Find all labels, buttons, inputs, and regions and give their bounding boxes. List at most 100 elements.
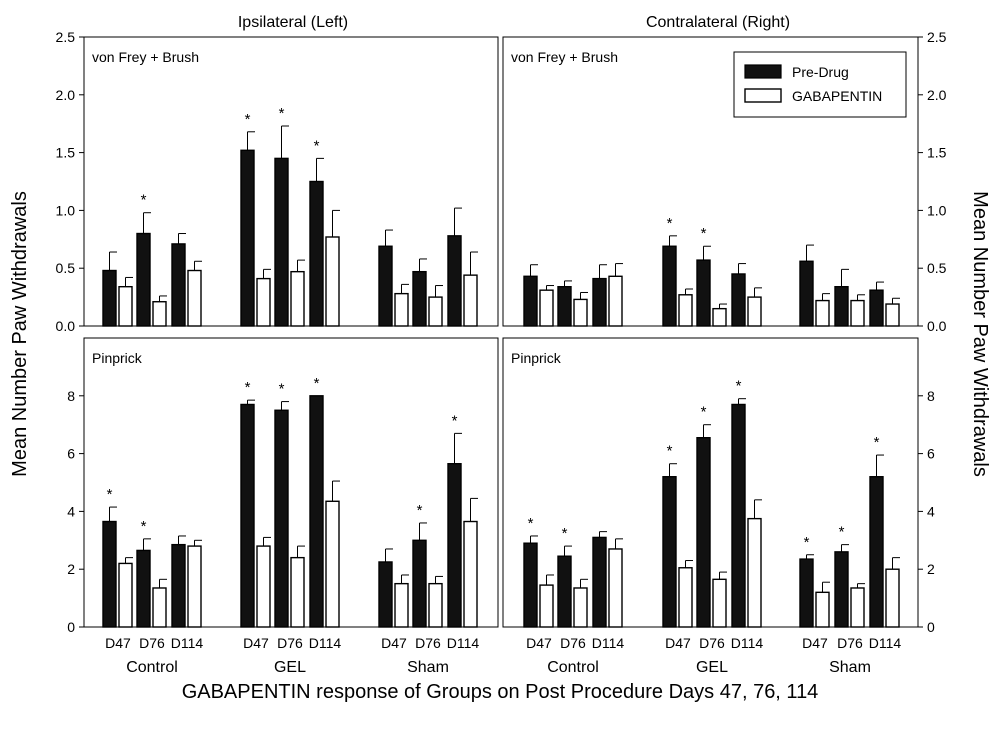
x-axis-title: GABAPENTIN response of Groups on Post Pr…	[182, 681, 819, 703]
y-axis-label-left: Mean Number Paw Withdrawals	[9, 191, 31, 477]
x-tick-label: D47	[381, 635, 407, 651]
bar-gabapentin	[712, 307, 727, 327]
bar-gabapentin	[815, 591, 830, 628]
bar-pre-drug	[274, 157, 289, 327]
bar-gabapentin	[463, 520, 478, 628]
group-label: Control	[547, 659, 599, 676]
significance-star: *	[245, 111, 251, 128]
bar-gabapentin	[394, 582, 409, 628]
bar-pre-drug	[696, 259, 711, 327]
legend-frame	[733, 51, 907, 118]
y-tick-label: 8	[927, 388, 935, 404]
y-tick-label: 8	[67, 388, 75, 404]
x-tick-label: D47	[802, 635, 828, 651]
x-tick-label: D114	[171, 635, 204, 651]
legend-label-gabapentin: GABAPENTIN	[792, 88, 882, 104]
x-tick-label: D47	[243, 635, 269, 651]
y-tick-label: 0	[927, 619, 935, 635]
x-tick-label: D114	[731, 635, 764, 651]
significance-star: *	[141, 518, 147, 535]
bar-gabapentin	[539, 289, 554, 327]
panel-label: von Frey + Brush	[511, 49, 618, 65]
panel-3: Pinprick 0 2 4 6 8 * * * * * * * D47 D76 D114 Control D47…	[67, 337, 499, 676]
bar-gabapentin	[428, 582, 443, 628]
column-title-contralateral: Contralateral (Right)	[646, 14, 790, 31]
bar-pre-drug	[378, 245, 393, 327]
significance-star: *	[314, 375, 320, 392]
x-tick-label: D76	[277, 635, 303, 651]
bar-pre-drug	[662, 245, 677, 327]
bar-pre-drug	[799, 260, 814, 327]
significance-star: *	[417, 502, 423, 519]
x-tick-label: D47	[105, 635, 131, 651]
bar-pre-drug	[731, 403, 746, 628]
bar-pre-drug	[731, 273, 746, 327]
bar-gabapentin	[256, 277, 271, 327]
bar-gabapentin	[539, 584, 554, 628]
panel-label: Pinprick	[92, 350, 143, 366]
y-tick-label: 2.5	[927, 29, 947, 45]
group-label: Sham	[829, 659, 871, 676]
bar-pre-drug	[102, 269, 117, 327]
bar-gabapentin	[256, 545, 271, 628]
bar-pre-drug	[171, 243, 186, 327]
bar-pre-drug	[696, 437, 711, 628]
y-tick-label: 4	[67, 503, 75, 519]
bar-gabapentin	[290, 556, 305, 628]
significance-star: *	[452, 412, 458, 429]
significance-star: *	[804, 534, 810, 551]
significance-star: *	[562, 525, 568, 542]
bar-gabapentin	[118, 562, 133, 628]
bar-pre-drug	[869, 289, 884, 327]
bar-gabapentin	[325, 500, 340, 628]
significance-star: *	[701, 404, 707, 421]
bar-gabapentin	[885, 568, 900, 628]
y-tick-label: 2	[67, 561, 75, 577]
significance-star: *	[528, 515, 534, 532]
y-axis-label-right: Mean Number Paw Withdrawals	[969, 191, 991, 477]
panel-4: Pinprick 0 2 4 6 8 * * * * * * * * D47 D76 D114 Control D4…	[502, 337, 935, 676]
bar-gabapentin	[573, 587, 588, 628]
bar-pre-drug	[592, 536, 607, 628]
bar-gabapentin	[678, 294, 693, 327]
y-tick-label: 1.5	[927, 145, 947, 161]
bar-gabapentin	[152, 587, 167, 628]
bar-pre-drug	[412, 539, 427, 628]
significance-star: *	[667, 215, 673, 232]
bar-gabapentin	[290, 270, 305, 327]
panel-1: von Frey + Brush 0.0 0.5 1.0 1.5 2.0 2.5 * * * *	[56, 29, 499, 334]
bar-pre-drug	[523, 542, 538, 628]
bar-pre-drug	[378, 561, 393, 628]
bar-pre-drug	[662, 476, 677, 628]
significance-star: *	[279, 105, 285, 122]
bar-gabapentin	[815, 299, 830, 327]
bar-gabapentin	[463, 274, 478, 327]
panel-label: von Frey + Brush	[92, 49, 199, 65]
bar-pre-drug	[447, 463, 462, 628]
x-tick-label: D76	[837, 635, 863, 651]
y-tick-label: 1.0	[927, 202, 947, 218]
bar-gabapentin	[394, 292, 409, 327]
bar-gabapentin	[885, 303, 900, 327]
x-tick-label: D114	[447, 635, 480, 651]
bar-gabapentin	[187, 269, 202, 327]
bar-pre-drug	[309, 395, 324, 628]
bar-pre-drug	[102, 520, 117, 628]
x-tick-label: D47	[526, 635, 552, 651]
x-tick-label: D76	[560, 635, 586, 651]
significance-star: *	[107, 486, 113, 503]
bar-pre-drug	[834, 285, 849, 327]
bar-pre-drug	[412, 270, 427, 327]
bar-pre-drug	[447, 235, 462, 327]
bar-pre-drug	[869, 476, 884, 628]
column-title-ipsilateral: Ipsilateral (Left)	[238, 14, 348, 31]
bar-gabapentin	[428, 296, 443, 327]
significance-star: *	[736, 378, 742, 395]
bar-pre-drug	[557, 285, 572, 327]
bar-pre-drug	[171, 543, 186, 628]
significance-star: *	[839, 524, 845, 541]
legend: Pre-Drug GABAPENTIN	[733, 51, 907, 118]
y-tick-label: 0.0	[927, 318, 947, 334]
bar-pre-drug	[136, 232, 151, 327]
